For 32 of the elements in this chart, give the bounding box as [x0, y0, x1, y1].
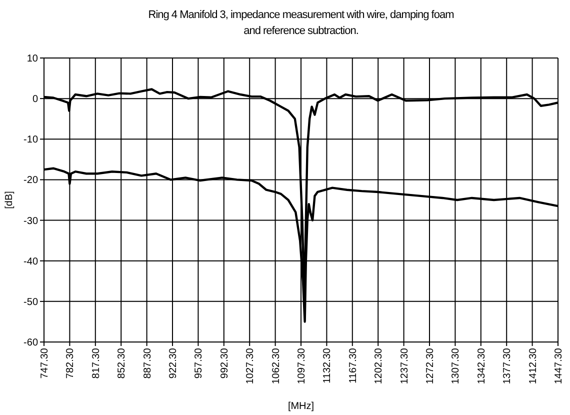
- x-tick-label: 1342.30: [476, 348, 488, 384]
- x-tick-label: 1202.30: [374, 348, 385, 384]
- y-tick-label: -40: [24, 256, 38, 268]
- x-tick-label: 1377.30: [502, 348, 514, 384]
- y-axis-title: [dB]: [4, 190, 15, 209]
- x-tick-label: 922.30: [168, 348, 179, 379]
- y-tick-label: -30: [24, 216, 38, 227]
- x-tick-label: 992.30: [219, 348, 230, 379]
- x-tick-label: 1132.30: [322, 348, 334, 384]
- x-tick-label: 852.30: [116, 348, 128, 379]
- x-axis-title: [MHz]: [288, 401, 314, 412]
- x-tick-label: 1307.30: [450, 348, 462, 384]
- y-tick-label: 10: [26, 54, 38, 64]
- y-tick-label: -60: [24, 338, 38, 348]
- x-tick-label: 817.30: [90, 348, 102, 379]
- x-tick-label: 1167.30: [348, 348, 359, 384]
- x-tick-label: 1412.30: [528, 348, 539, 384]
- chart-title: Ring 4 Manifold 3, impedance measurement with wire, damping foam and reference subtraction.: [148, 9, 454, 37]
- x-tick-label: 1097.30: [296, 348, 308, 384]
- x-tick-label: 747.30: [40, 348, 50, 379]
- y-tick-label: -20: [24, 175, 38, 186]
- y-tick-label: 0: [32, 94, 38, 106]
- y-tick-label: -50: [24, 296, 38, 308]
- x-tick-label: 1447.30: [554, 348, 564, 384]
- x-tick-label: 782.30: [65, 348, 76, 379]
- x-tick-label: 887.30: [142, 348, 154, 379]
- x-tick-label: 1027.30: [245, 348, 256, 384]
- x-tick-label: 1237.30: [399, 348, 410, 384]
- x-tick-label: 1062.30: [270, 348, 282, 384]
- x-tick-label: 957.30: [194, 348, 205, 379]
- y-tick-label: -10: [24, 134, 38, 146]
- x-tick-label: 1272.30: [425, 348, 436, 384]
